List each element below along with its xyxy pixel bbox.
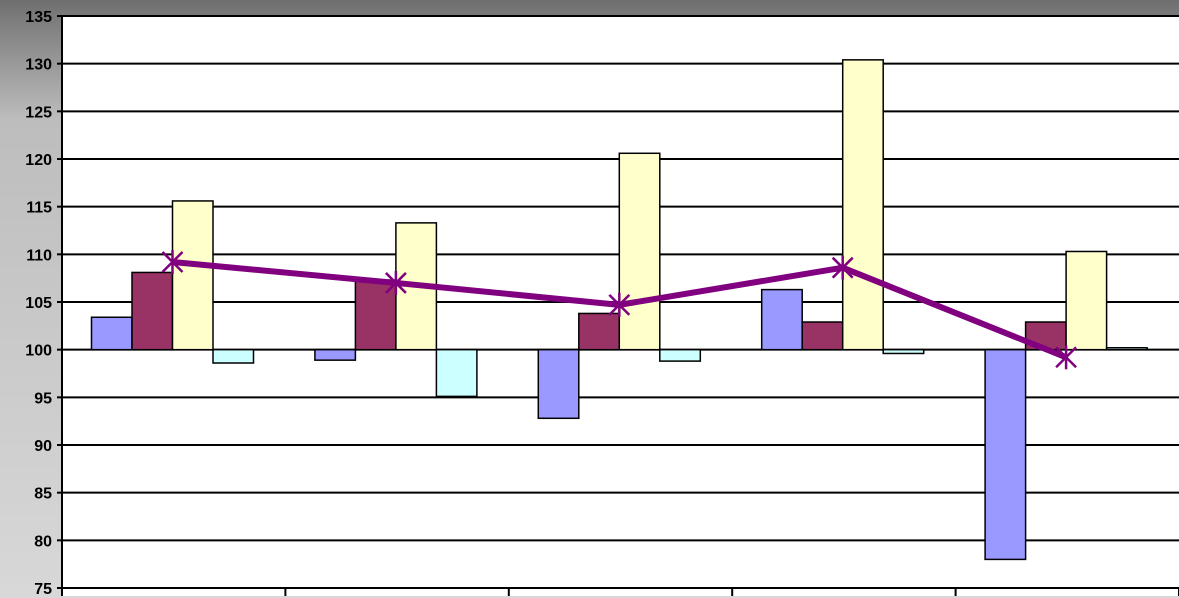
y-axis-tick-labels: 75 80 85 90 95 100 105 110 115 120 125 130 135 xyxy=(25,9,52,598)
y-tick-label: 115 xyxy=(26,200,52,217)
y-tick-label: 120 xyxy=(25,152,52,169)
line-point-marker xyxy=(831,255,854,280)
y-tick-label: 90 xyxy=(34,438,52,455)
y-tick-label: 130 xyxy=(25,57,52,74)
bar xyxy=(659,348,702,362)
bar xyxy=(354,279,397,351)
y-tick-label: 110 xyxy=(26,247,52,264)
bar xyxy=(314,348,357,361)
bar xyxy=(171,200,214,351)
y-tick-label: 125 xyxy=(25,104,52,121)
bar xyxy=(1105,347,1148,351)
bar xyxy=(578,312,621,351)
bar xyxy=(435,348,478,398)
line-series xyxy=(161,249,1077,370)
bar xyxy=(882,348,925,355)
line-point-marker xyxy=(1055,345,1077,370)
bar xyxy=(90,316,133,351)
bar xyxy=(1065,250,1108,351)
y-tick-label: 95 xyxy=(34,390,52,407)
bar xyxy=(131,271,174,351)
bar xyxy=(760,288,803,351)
y-tick-label: 100 xyxy=(25,343,52,360)
bar xyxy=(618,152,661,351)
line-point-marker xyxy=(608,292,631,317)
bar xyxy=(984,348,1027,561)
line-point-marker xyxy=(385,270,407,295)
y-tick-label: 85 xyxy=(34,486,52,503)
y-tick-label: 135 xyxy=(25,9,52,26)
y-tick-label: 80 xyxy=(34,533,52,550)
line-point-marker xyxy=(161,249,184,274)
bar xyxy=(801,321,844,351)
bar xyxy=(212,348,255,364)
y-tick-label: 105 xyxy=(25,295,52,312)
y-tick-label: 75 xyxy=(34,581,52,598)
bar xyxy=(537,348,580,420)
bar xyxy=(841,59,884,351)
